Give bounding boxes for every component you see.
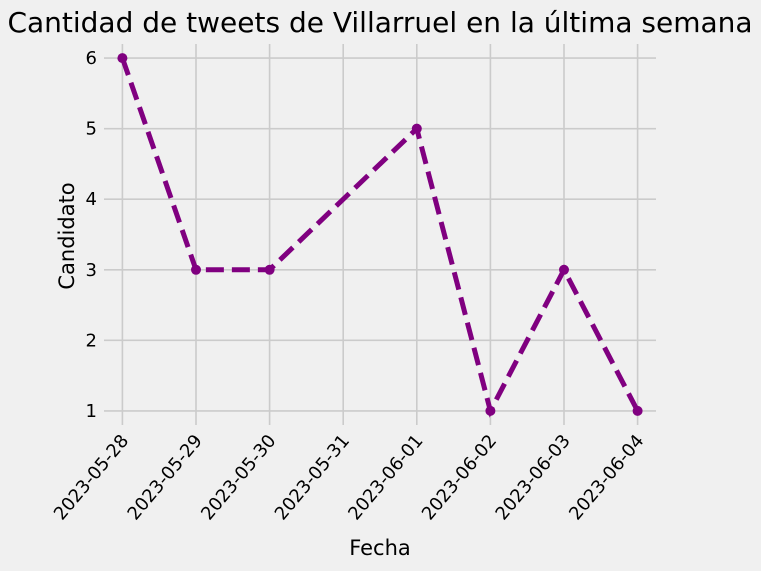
data-point (485, 405, 496, 416)
chart-title: Cantidad de tweets de Villarruel en la ú… (7, 6, 752, 39)
y-axis-ticks: 1 2 3 4 5 6 (86, 48, 97, 422)
y-tick-label: 5 (86, 119, 97, 140)
y-tick-label: 1 (86, 401, 97, 422)
data-point (411, 123, 422, 134)
y-tick-label: 3 (86, 260, 97, 281)
data-point (632, 405, 643, 416)
y-tick-label: 4 (86, 189, 97, 210)
y-tick-label: 6 (86, 48, 97, 69)
y-tick-label: 2 (86, 330, 97, 351)
data-point (191, 264, 201, 275)
series-layer (117, 53, 643, 418)
x-axis-label: Fecha (349, 536, 411, 560)
data-point (559, 264, 569, 275)
y-axis-label: Candidato (55, 182, 79, 289)
data-point (264, 264, 275, 275)
data-point (117, 53, 128, 64)
